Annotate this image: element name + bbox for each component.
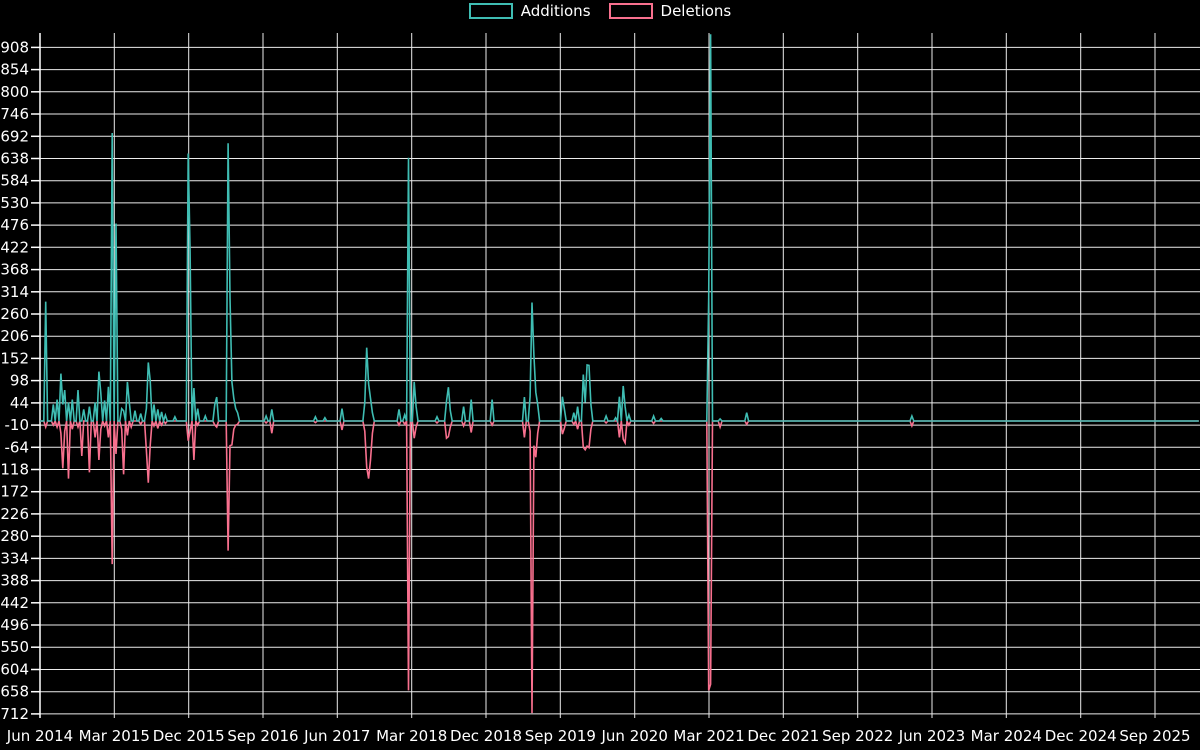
y-tick-label: 746 (0, 105, 29, 123)
x-tick-label: Dec 2015 (153, 727, 225, 745)
x-tick-label: Dec 2021 (747, 727, 819, 745)
y-tick-label: 206 (0, 327, 29, 345)
y-tick-label: -118 (0, 461, 29, 479)
additions-line (40, 34, 1199, 425)
x-tick-label: Jun 2017 (303, 727, 370, 745)
y-tick-label: -334 (0, 549, 29, 567)
y-tick-label: -64 (5, 438, 30, 456)
y-tick-label: 314 (0, 283, 29, 301)
legend-item-deletions[interactable]: Deletions (608, 1, 732, 20)
x-tick-label: Mar 2021 (673, 727, 744, 745)
y-tick-label: 44 (10, 394, 29, 412)
y-tick-label: -172 (0, 483, 29, 501)
y-tick-label: 908 (0, 38, 29, 56)
x-tick-label: Sep 2025 (1119, 727, 1190, 745)
y-tick-label: -550 (0, 638, 29, 656)
additions-swatch (468, 3, 513, 19)
deletions-swatch (608, 3, 653, 19)
legend: Additions Deletions (0, 3, 1200, 19)
x-tick-label: Jun 2014 (6, 727, 73, 745)
gridlines (39, 33, 1200, 718)
y-axis: 908 854 800 746 692 638 584 530 476 422 368 314 260 2… (0, 33, 41, 723)
y-tick-label: -226 (0, 505, 29, 523)
y-tick-label: -10 (5, 416, 30, 434)
y-tick-label: -280 (0, 527, 29, 545)
y-tick-label: 368 (0, 261, 29, 279)
y-tick-label: 530 (0, 194, 29, 212)
y-tick-label: -442 (0, 594, 29, 612)
y-tick-label: 422 (0, 238, 29, 256)
y-tick-label: -388 (0, 572, 29, 590)
y-tick-label: -496 (0, 616, 29, 634)
x-axis: Jun 2014 Mar 2015 Dec 2015 Sep 2016 Jun 2017… (6, 727, 1191, 745)
y-tick-label: 854 (0, 61, 29, 79)
y-tick-label: 152 (0, 349, 29, 367)
x-tick-label: Dec 2018 (450, 727, 522, 745)
x-tick-label: Mar 2024 (971, 727, 1042, 745)
legend-item-additions[interactable]: Additions (468, 1, 591, 20)
legend-label-additions: Additions (520, 1, 591, 20)
x-tick-label: Jun 2023 (898, 727, 965, 745)
y-tick-label: 584 (0, 172, 29, 190)
x-tick-label: Sep 2022 (822, 727, 893, 745)
y-tick-label: 260 (0, 305, 29, 323)
x-tick-label: Mar 2018 (376, 727, 447, 745)
y-tick-label: -658 (0, 683, 29, 701)
y-tick-label: 638 (0, 150, 29, 168)
x-tick-label: Mar 2015 (79, 727, 150, 745)
y-tick-label: 476 (0, 216, 29, 234)
y-tick-label: -712 (0, 705, 29, 723)
x-tick-label: Jun 2020 (601, 727, 668, 745)
x-tick-label: Sep 2019 (525, 727, 596, 745)
x-tick-label: Sep 2016 (227, 727, 298, 745)
legend-label-deletions: Deletions (660, 1, 732, 20)
y-tick-label: 98 (10, 372, 29, 390)
y-tick-label: 800 (0, 83, 29, 101)
y-tick-label: 692 (0, 127, 29, 145)
y-tick-label: -604 (0, 661, 29, 679)
x-tick-label: Dec 2024 (1045, 727, 1117, 745)
